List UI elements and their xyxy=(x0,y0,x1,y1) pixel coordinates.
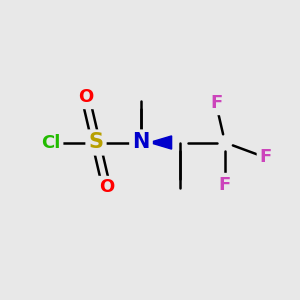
Text: S: S xyxy=(88,133,104,152)
Polygon shape xyxy=(149,136,172,149)
Text: F: F xyxy=(260,148,272,166)
Text: F: F xyxy=(210,94,222,112)
Text: Cl: Cl xyxy=(41,134,61,152)
Text: N: N xyxy=(132,133,150,152)
Text: O: O xyxy=(78,88,93,106)
Text: O: O xyxy=(99,178,114,196)
Text: F: F xyxy=(219,176,231,194)
